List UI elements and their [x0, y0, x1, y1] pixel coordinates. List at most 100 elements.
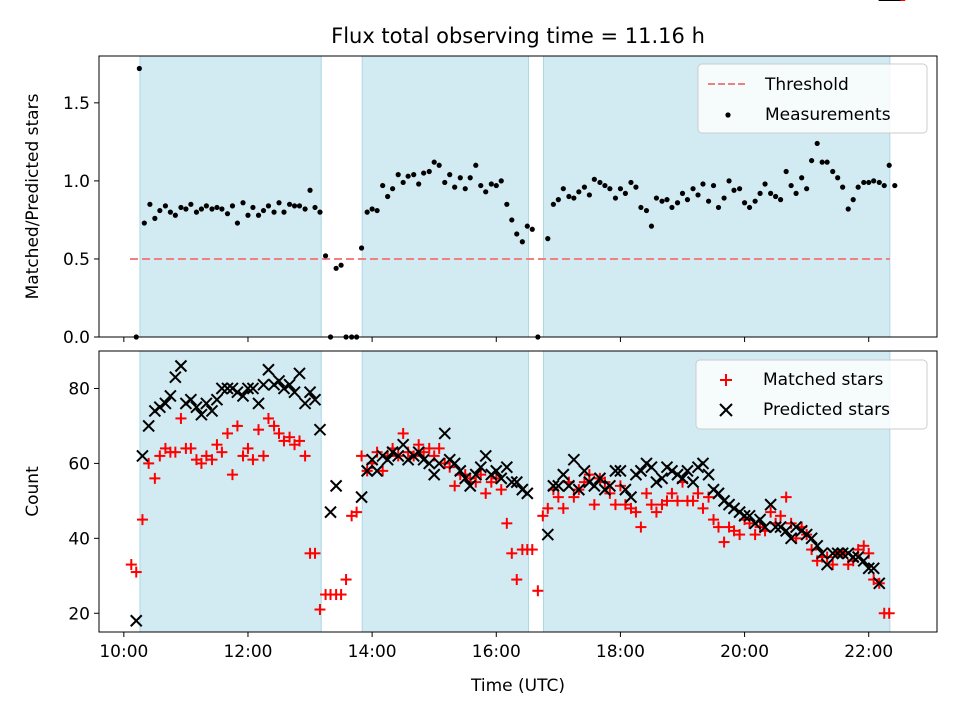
matched-star-point	[868, 574, 880, 586]
measurement-point	[566, 193, 572, 200]
measurement-point	[804, 186, 810, 192]
measurement-point	[830, 168, 836, 175]
ratio-legend-box	[697, 63, 928, 134]
predicted-star-point	[831, 547, 844, 560]
measurement-point	[726, 178, 732, 184]
predicted-star-point	[360, 464, 374, 478]
measurement-point	[312, 204, 318, 211]
predicted-star-point	[846, 550, 860, 564]
predicted-star-point	[510, 475, 523, 489]
predicted-star-point	[712, 487, 725, 500]
matched-star-point	[278, 435, 290, 447]
measurement-point	[224, 211, 231, 217]
measurement-point	[147, 201, 153, 207]
predicted-star-point	[463, 479, 477, 493]
count-y-tick-label: 80	[68, 379, 90, 399]
measurement-point	[504, 201, 510, 207]
measurement-point	[659, 198, 665, 204]
predicted-star-point	[221, 382, 234, 395]
measurement-point	[617, 186, 624, 192]
matched-star-point	[780, 491, 792, 503]
predicted-star-point	[764, 498, 777, 511]
count-panel: 20 40 60 80 10:00 12:00 14:00 16:00 18:00 20:00 2…	[23, 0, 938, 696]
matched-star-point	[630, 506, 642, 518]
measurement-point	[442, 179, 448, 186]
matched-star-point	[273, 427, 285, 439]
measurement-point	[260, 207, 267, 214]
predicted-star-point	[215, 382, 229, 395]
predicted-star-point	[619, 483, 632, 496]
x-tick-label: 20:00	[720, 642, 769, 662]
matched-star-point	[542, 502, 554, 514]
measurement-point	[276, 200, 282, 206]
predicted-star-point	[324, 505, 337, 519]
matched-star-point	[195, 457, 207, 469]
predicted-star-point	[174, 359, 188, 373]
measurement-point	[700, 181, 706, 187]
legend-matched-label: Matched stars	[763, 370, 883, 390]
measurement-point	[664, 197, 670, 203]
matched-star-point	[749, 529, 761, 541]
predicted-star-point	[789, 520, 803, 534]
measurement-point	[752, 198, 758, 204]
predicted-star-point	[136, 449, 149, 463]
predicted-star-point	[246, 382, 260, 395]
matched-star-point	[185, 442, 197, 454]
measurement-point	[214, 204, 220, 211]
measurement-point	[788, 182, 794, 189]
measurement-point	[591, 176, 597, 182]
matched-star-point	[211, 439, 223, 451]
measurement-point	[358, 245, 365, 251]
measurement-point	[234, 220, 241, 226]
predicted-star-point	[272, 374, 286, 388]
measurement-point	[737, 186, 743, 192]
measurement-point	[690, 186, 696, 192]
measurement-point	[777, 197, 784, 203]
count-y-tick-label: 60	[68, 454, 90, 474]
predicted-star-point	[288, 386, 301, 399]
matched-star-point	[495, 484, 507, 496]
matched-star-point	[136, 514, 148, 526]
predicted-star-point	[805, 532, 818, 545]
matched-star-point	[526, 544, 538, 556]
predicted-star-point	[417, 453, 430, 466]
matched-star-point	[645, 499, 657, 511]
matched-star-point	[206, 454, 218, 466]
predicted-star-point	[836, 547, 849, 560]
count-y-tick-label: 20	[68, 604, 90, 624]
measurement-point	[178, 204, 184, 211]
measurement-point	[762, 181, 768, 187]
predicted-star-point	[303, 386, 317, 399]
predicted-star-point	[381, 453, 394, 466]
x-tick-label: 22:00	[844, 642, 893, 662]
measurement-point	[405, 173, 411, 179]
measurement-point	[799, 175, 805, 181]
measurement-point	[203, 203, 209, 209]
predicted-star-point	[567, 453, 581, 466]
measurement-point	[519, 239, 525, 245]
predicted-star-point	[293, 367, 306, 380]
predicted-star-point	[727, 502, 741, 515]
predicted-star-point	[432, 457, 446, 470]
measurement-point	[560, 186, 566, 192]
matched-star-point	[257, 450, 269, 462]
measurement-point	[172, 212, 178, 218]
predicted-star-point	[665, 464, 679, 478]
matched-star-point	[169, 446, 181, 458]
measurement-point	[240, 200, 246, 206]
count-legend-box	[695, 359, 928, 430]
legend-predicted-swatch	[719, 403, 733, 417]
predicted-star-point	[552, 479, 565, 493]
predicted-star-point	[815, 547, 829, 560]
measurement-point	[498, 178, 504, 184]
measurement-point	[426, 168, 432, 175]
measurement-point	[421, 170, 427, 176]
measurement-point	[773, 193, 779, 200]
measurement-point	[483, 189, 489, 195]
matched-star-point	[154, 450, 166, 462]
measurement-point	[612, 195, 619, 201]
matched-star-point	[588, 499, 600, 511]
predicted-star-point	[774, 520, 787, 534]
measurement-point	[209, 206, 215, 212]
predicted-star-point	[857, 554, 870, 568]
